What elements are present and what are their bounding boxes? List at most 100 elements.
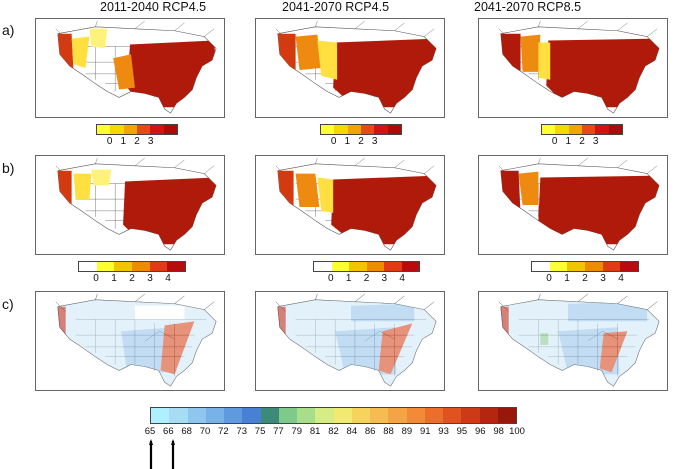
legend-tick-label: 1 <box>344 136 351 147</box>
legend-swatch <box>542 125 556 134</box>
legend-swatch <box>595 125 609 134</box>
legend-tick-label: 3 <box>381 273 388 284</box>
legend-swatch <box>205 408 224 423</box>
legend-swatch <box>334 125 348 134</box>
legend-c-tick-label: 100 <box>509 426 525 437</box>
legend-tick-label: 4 <box>165 273 171 284</box>
row-label-c: c) <box>2 296 14 312</box>
legend-swatch <box>79 262 97 271</box>
legend-swatch <box>602 262 621 271</box>
legend-c-tick-label: 96 <box>475 426 486 437</box>
legend-swatch <box>297 408 316 423</box>
legend-swatch <box>132 262 150 271</box>
column-title-1: 2011-2040 RCP4.5 <box>100 0 207 14</box>
map-panel-c3 <box>478 291 668 391</box>
legend-swatch <box>387 125 401 134</box>
legend-c-tick-label: 70 <box>199 426 211 437</box>
legend-tick-label: 0 <box>328 273 334 284</box>
legend-swatch <box>149 262 168 271</box>
legend-tick-label: 2 <box>363 273 370 284</box>
legend-tick-label: 3 <box>147 136 154 147</box>
legend-swatch <box>321 125 335 134</box>
legend-tick-label: 0 <box>551 136 558 147</box>
legend-c-tick-label: 91 <box>419 426 431 437</box>
legend-swatch <box>567 262 586 271</box>
legend-swatch <box>163 125 177 134</box>
legend-swatch <box>608 125 622 134</box>
legend-swatch <box>151 408 170 423</box>
legend-swatch <box>360 125 375 134</box>
legend-c-tick-label: 68 <box>181 426 192 437</box>
map-panel-b1 <box>35 155 225 255</box>
legend-swatch <box>374 125 388 134</box>
legend-swatch <box>187 408 206 423</box>
legend-swatch <box>585 262 603 271</box>
legend-swatch <box>401 262 419 271</box>
legend-swatch <box>479 408 498 423</box>
legend-tick-label: 1 <box>120 136 127 147</box>
row-label-b: b) <box>2 160 15 176</box>
legend-swatch <box>581 125 596 134</box>
legend-tick-label: 2 <box>129 273 135 284</box>
legend-c <box>150 407 517 424</box>
legend-tick-label: 2 <box>134 136 140 147</box>
map-panel-b2 <box>255 155 445 255</box>
arrow-65-icon <box>149 439 153 469</box>
legend-b-2 <box>313 261 420 272</box>
legend-c-tick-label: 89 <box>401 426 413 437</box>
legend-tick-label: 2 <box>358 136 364 147</box>
legend-tick-label: 2 <box>579 136 585 147</box>
legend-c-tick-label: 72 <box>218 426 229 437</box>
legend-swatch <box>97 125 111 134</box>
legend-swatch <box>351 408 370 423</box>
legend-a-3 <box>541 124 623 135</box>
legend-c-tick-label: 88 <box>383 426 394 437</box>
legend-c-tick-label: 75 <box>254 426 266 437</box>
legend-tick-label: 1 <box>564 273 570 284</box>
legend-swatch <box>370 408 389 423</box>
legend-tick-label: 1 <box>111 273 117 284</box>
legend-swatch <box>110 125 124 134</box>
legend-swatch <box>123 125 137 134</box>
map-panel-a2 <box>255 18 445 118</box>
legend-c-tick-label: 93 <box>438 426 449 437</box>
legend-swatch <box>114 262 133 271</box>
arrow-66-icon <box>171 439 175 469</box>
legend-a-1 <box>96 124 178 135</box>
column-title-2: 2041-2070 RCP4.5 <box>282 0 390 14</box>
legend-swatch <box>136 125 151 134</box>
legend-tick-label: 0 <box>93 273 99 284</box>
legend-swatch <box>315 408 334 423</box>
legend-c-tick-label: 98 <box>493 426 504 437</box>
column-title-3: 2041-2070 RCP8.5 <box>474 0 582 14</box>
legend-tick-label: 0 <box>106 136 113 147</box>
legend-swatch <box>167 262 186 271</box>
legend-swatch <box>349 262 367 271</box>
legend-swatch <box>331 262 349 271</box>
legend-tick-label: 1 <box>345 273 352 284</box>
legend-c-tick-label: 65 <box>144 426 156 437</box>
legend-c-tick-label: 77 <box>273 426 284 437</box>
legend-swatch <box>497 408 516 423</box>
legend-tick-label: 3 <box>592 136 599 147</box>
legend-swatch <box>532 262 550 271</box>
legend-c-tick-label: 84 <box>346 426 358 437</box>
legend-tick-label: 0 <box>330 136 337 147</box>
legend-swatch <box>555 125 569 134</box>
legend-c-tick-label: 73 <box>236 426 248 437</box>
legend-swatch <box>568 125 582 134</box>
legend-c-tick-label: 81 <box>309 426 321 437</box>
legend-c-tick-label: 95 <box>456 426 468 437</box>
legend-b-1 <box>78 261 186 272</box>
legend-swatch <box>333 408 352 423</box>
map-panel-c2 <box>255 291 445 391</box>
legend-swatch <box>150 125 164 134</box>
legend-swatch <box>549 262 568 271</box>
map-panel-a1 <box>35 18 225 118</box>
legend-c-tick-label: 82 <box>328 426 339 437</box>
legend-a-2 <box>320 124 402 135</box>
legend-swatch <box>260 408 279 423</box>
map-panel-a3 <box>478 18 668 118</box>
legend-tick-label: 0 <box>546 273 552 284</box>
row-label-a: a) <box>2 22 15 38</box>
